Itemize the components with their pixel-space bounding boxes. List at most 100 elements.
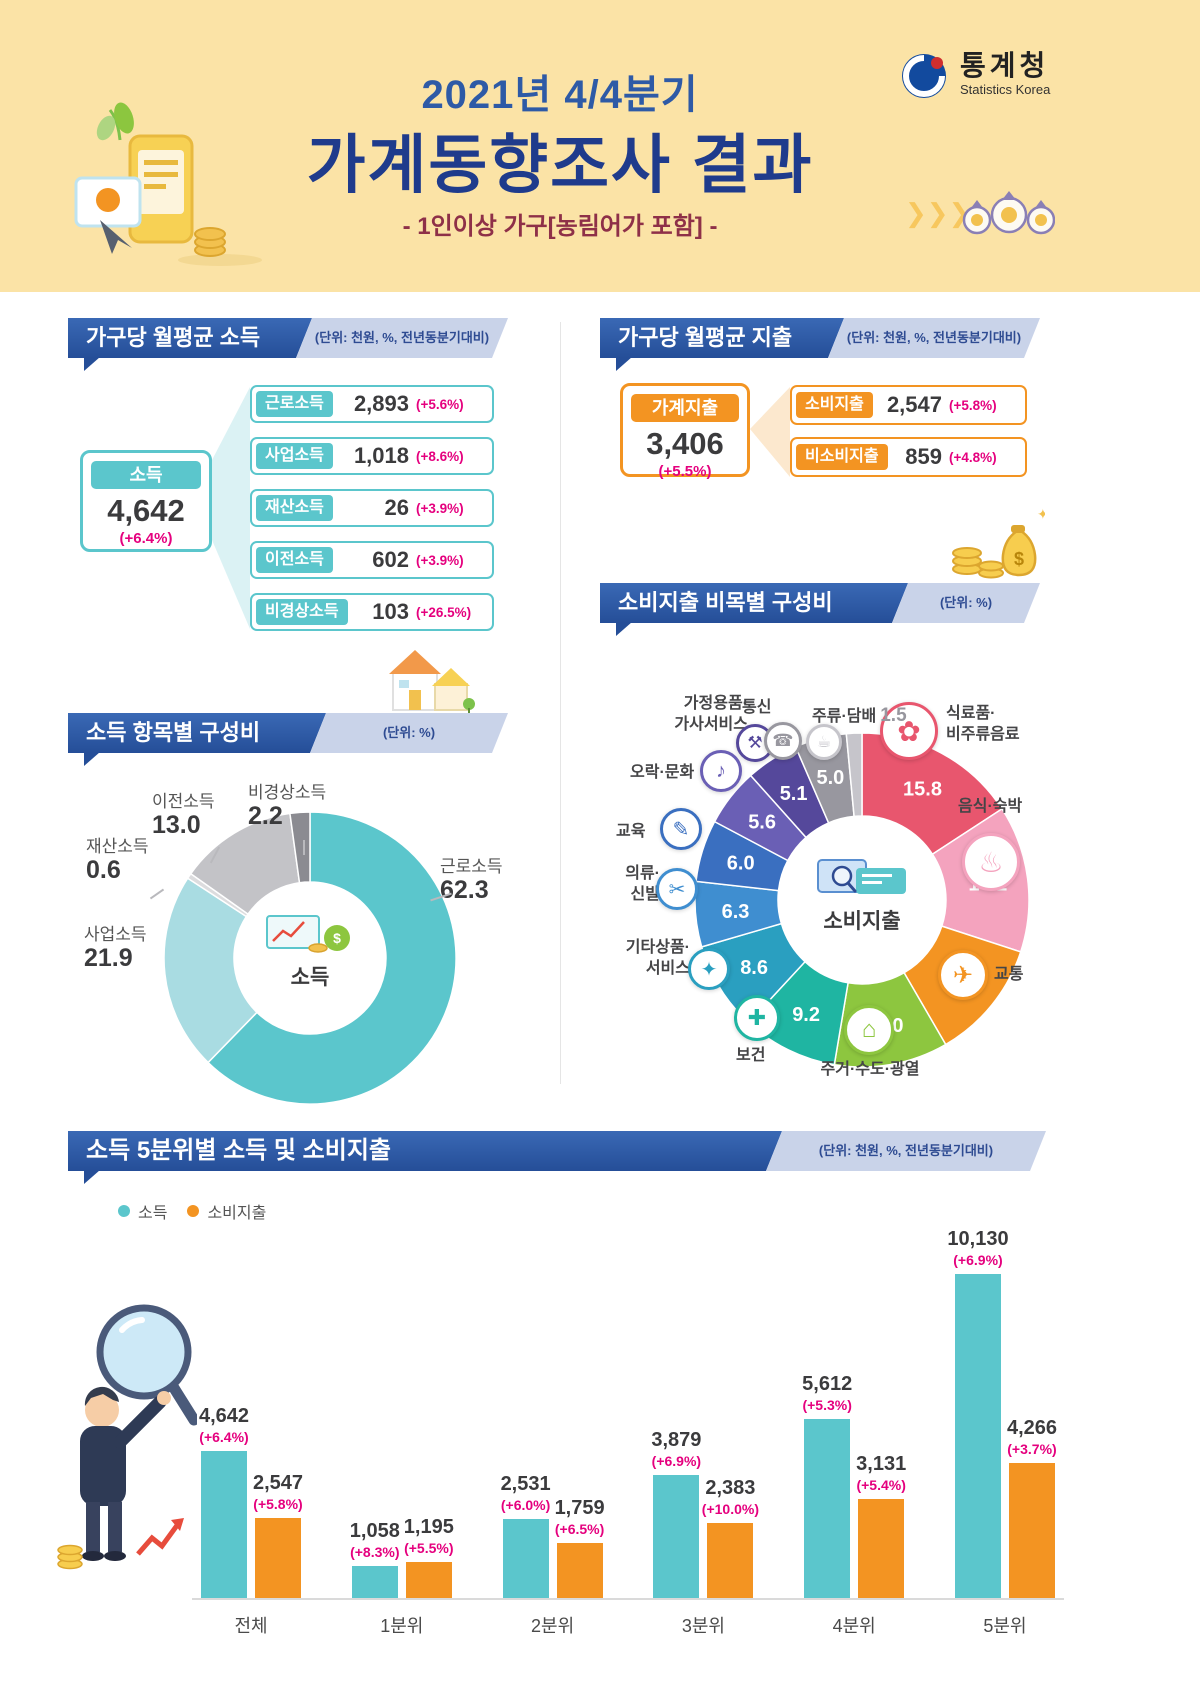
income-item-row: 재산소득 26 (+3.9%) <box>250 489 494 527</box>
expenditure-item-label: 비소비지출 <box>796 444 888 470</box>
bar-change-소득: (+5.3%) <box>802 1397 852 1413</box>
bar-소비지출 <box>405 1562 452 1600</box>
expenditure-item-row: 소비지출 2,547 (+5.8%) <box>790 385 1027 425</box>
income-item-label: 재산소득 <box>256 495 333 521</box>
expenditure-item-change: (+5.8%) <box>949 397 997 413</box>
decorative-illustration-money-bag: $ ✦ <box>952 506 1045 579</box>
income-chart-header: 소득 항목별 구성비 (단위: %) <box>68 713 508 766</box>
expenditure-fan-connector <box>750 387 790 477</box>
svg-text:✦: ✦ <box>1037 506 1045 522</box>
consumption-center-text: 소비지출 <box>823 910 901 933</box>
expenditure-unit-note: (단위: 천원, %, 전년동분기대비) <box>828 318 1040 358</box>
agency-name-english: Statistics Korea <box>960 82 1051 97</box>
bar-change-소비지출: (+10.0%) <box>701 1501 759 1517</box>
bar-value-소비지출: 1,759 <box>554 1497 605 1519</box>
income-item-row: 비경상소득 103 (+26.5%) <box>250 593 494 631</box>
agency-name-korean: 통계청 <box>960 50 1050 81</box>
expenditure-item-row: 비소비지출 859 (+4.8%) <box>790 437 1027 477</box>
bar-change-소비지출: (+5.5%) <box>404 1540 454 1556</box>
bar-group-4분위: 5,612 (+5.3%) 3,131 (+5.4%) 4분위 <box>801 1225 907 1638</box>
donut-segment-value: 5.6 <box>748 812 776 834</box>
bar-group-1분위: 1,058 (+8.3%) 1,195 (+5.5%) 1분위 <box>349 1225 455 1638</box>
statistics-korea-logo: 통계청 Statistics Korea <box>898 50 1050 102</box>
consumption-label-alcohol-tobacco: 주류·담배 1.5 <box>812 705 907 726</box>
bar-value-소비지출: 3,131 <box>856 1453 907 1475</box>
income-item-value: 602 <box>372 547 409 572</box>
income-item-value: 1,018 <box>353 443 409 468</box>
leader-line <box>303 840 305 855</box>
income-item-change: (+26.5%) <box>416 604 472 620</box>
bar-change-소비지출: (+5.4%) <box>856 1477 906 1493</box>
bar-change-소비지출: (+3.7%) <box>1007 1441 1057 1457</box>
bar-category-label: 4분위 <box>832 1616 876 1636</box>
consumption-label-dining-lodging: 음식·숙박 <box>958 798 1023 815</box>
bar-소득 <box>954 1274 1001 1600</box>
income-item-label: 사업소득 <box>256 443 333 469</box>
income-fan-connector <box>212 387 250 629</box>
expenditure-legend-dot <box>187 1205 200 1217</box>
donut-segment-value: 8.6 <box>740 957 768 979</box>
svg-text:$: $ <box>333 930 341 946</box>
income-item-label: 비경상소득 <box>256 599 348 625</box>
ribbon-tail <box>84 752 100 766</box>
donut-segment-주류·담배 <box>845 732 863 818</box>
quintile-chart-header: 소득 5분위별 소득 및 소비지출 (단위: 천원, %, 전년동분기대비) <box>68 1131 1046 1184</box>
alcohol-icon: ☕ <box>806 724 842 760</box>
consumption-unit-note: (단위: %) <box>892 583 1040 623</box>
income-item-value: 26 <box>384 495 409 520</box>
income-item-value: 103 <box>372 599 409 624</box>
ribbon-tail <box>84 357 100 371</box>
income-item-row: 사업소득 1,018 (+8.6%) <box>250 437 494 475</box>
column-divider <box>560 322 561 1084</box>
income-legend-label: 소득 <box>138 1205 168 1222</box>
bar-value-소득: 1,058 <box>349 1520 400 1542</box>
income-label-noncurrent: 비경상소득 2.2 <box>248 783 327 830</box>
income-donut-center: $ 소득 <box>250 912 370 991</box>
agency-logo-icon <box>902 54 946 98</box>
expenditure-section-header: 가구당 월평균 지출 (단위: 천원, %, 전년동분기대비) <box>600 318 1040 371</box>
bar-소비지출 <box>556 1543 603 1600</box>
bar-소비지출 <box>858 1499 905 1600</box>
consumption-chart-title: 소비지출 비목별 구성비 <box>600 583 908 623</box>
donut-segment-value: 6.0 <box>727 852 755 874</box>
decorative-illustration-analyst <box>57 1304 197 1570</box>
medical-icon: ✚ <box>734 995 780 1041</box>
bar-group-전체: 4,642 (+6.4%) 2,547 (+5.8%) 전체 <box>198 1225 304 1638</box>
income-label-business: 사업소득 21.9 <box>84 925 147 972</box>
bar-value-소득: 3,879 <box>651 1429 702 1451</box>
goods-icon: ✦ <box>688 948 730 990</box>
food-icon: ✿ <box>880 702 938 760</box>
expenditure-item-value: 859 <box>905 444 942 469</box>
donut-segment-value: 6.3 <box>722 901 750 923</box>
income-section-header: 가구당 월평균 소득 (단위: 천원, %, 전년동분기대비) <box>68 318 508 371</box>
decorative-illustration-houses <box>389 650 475 714</box>
income-item-change: (+5.6%) <box>416 396 464 412</box>
bar-value-소비지출: 1,195 <box>403 1516 454 1538</box>
bar-소득 <box>201 1451 247 1600</box>
bar-value-소득: 10,130 <box>947 1228 1009 1250</box>
bar-category-label: 1분위 <box>380 1616 424 1636</box>
dining-icon: ♨ <box>962 833 1020 891</box>
income-label-transfer: 이전소득 13.0 <box>152 792 215 839</box>
donut-segment-비경상소득 <box>289 811 311 884</box>
svg-text:$: $ <box>1014 549 1024 569</box>
income-chart-title: 소득 항목별 구성비 <box>68 713 326 753</box>
income-item-row: 근로소득 2,893 (+5.6%) <box>250 385 494 423</box>
expenditure-total-value: 3,406 <box>646 426 724 461</box>
consumption-donut-center: 소비지출 <box>792 852 932 935</box>
consumption-donut-chart: 15.814.211.611.09.28.66.36.05.65.15.0 <box>694 732 1030 1068</box>
bar-category-label: 3분위 <box>681 1616 725 1636</box>
ribbon-tail <box>616 622 632 636</box>
recreation-icon: ♪ <box>700 750 742 792</box>
income-item-label: 이전소득 <box>256 547 333 573</box>
income-center-text: 소득 <box>290 966 330 989</box>
bar-소비지출 <box>255 1518 301 1600</box>
donut-segment-value: 9.2 <box>792 1004 820 1026</box>
income-item-change: (+3.9%) <box>416 552 464 568</box>
header-banner: 2021년 4/4분기 가계동향조사 결과 - 1인이상 가구[농림어가 포함]… <box>0 0 1200 292</box>
income-item-change: (+3.9%) <box>416 500 464 516</box>
consumption-center-icon <box>817 859 906 894</box>
income-section-title: 가구당 월평균 소득 <box>68 318 312 358</box>
consumption-label-communication: 통신 <box>742 699 772 716</box>
car-icon: ✈ <box>938 950 988 1000</box>
